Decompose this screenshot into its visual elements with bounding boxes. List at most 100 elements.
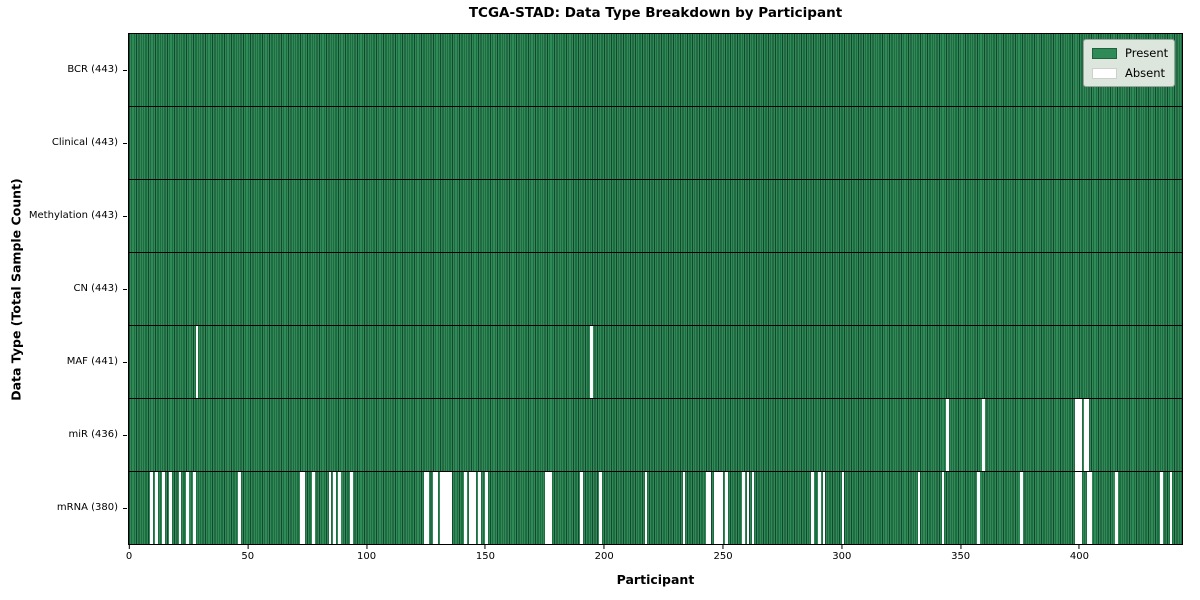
x-axis-label: Participant bbox=[616, 572, 695, 587]
x-tick-mark bbox=[603, 545, 605, 549]
absent-stripe bbox=[706, 472, 709, 544]
plot-area bbox=[128, 33, 1183, 545]
absent-stripe bbox=[311, 472, 315, 544]
absent-stripe bbox=[1115, 472, 1118, 544]
absent-stripe bbox=[818, 472, 821, 544]
absent-stripe bbox=[471, 472, 474, 544]
x-tick-mark bbox=[247, 545, 249, 549]
x-tick: 250 bbox=[713, 545, 733, 562]
absent-stripe bbox=[1088, 472, 1092, 544]
heatmap-row-methylation bbox=[129, 179, 1182, 252]
absent-stripe bbox=[751, 472, 755, 544]
x-tick-mark bbox=[960, 545, 962, 549]
chart-title: TCGA-STAD: Data Type Breakdown by Partic… bbox=[468, 5, 843, 21]
absent-stripe bbox=[982, 399, 985, 471]
absent-stripe bbox=[746, 472, 750, 544]
x-tick: 350 bbox=[951, 545, 970, 562]
heatmap-row-clinical bbox=[129, 106, 1182, 179]
x-tick-label: 150 bbox=[475, 551, 495, 562]
absent-stripe bbox=[1074, 399, 1078, 471]
absent-stripe bbox=[549, 472, 553, 544]
absent-stripe bbox=[473, 472, 477, 544]
x-tick-label: 50 bbox=[241, 551, 255, 562]
absent-stripe bbox=[708, 472, 712, 544]
heatmap-row-cn bbox=[129, 252, 1182, 325]
absent-stripe bbox=[238, 472, 241, 544]
x-tick: 150 bbox=[476, 545, 495, 562]
absent-stripe bbox=[1079, 399, 1083, 471]
absent-stripe bbox=[1079, 472, 1083, 544]
absent-stripe bbox=[426, 472, 429, 544]
absent-stripe bbox=[302, 472, 306, 544]
x-tick: 50 bbox=[241, 545, 254, 562]
legend: Present Absent bbox=[1083, 39, 1175, 87]
absent-stripe bbox=[447, 472, 450, 544]
x-tick: 0 bbox=[126, 545, 132, 562]
absent-stripe bbox=[977, 472, 980, 544]
absent-stripe bbox=[162, 472, 165, 544]
x-tick-mark bbox=[841, 545, 843, 549]
absent-stripe bbox=[333, 472, 336, 544]
x-tick-mark bbox=[484, 545, 486, 549]
absent-stripe bbox=[1160, 472, 1163, 544]
absent-stripe bbox=[941, 472, 945, 544]
absent-stripe bbox=[449, 472, 453, 544]
y-tick-mark bbox=[123, 435, 127, 437]
y-tick-mark bbox=[123, 142, 127, 144]
absent-stripe bbox=[1086, 472, 1090, 544]
x-tick: 400 bbox=[1070, 545, 1089, 562]
x-tick-label: 400 bbox=[1069, 551, 1089, 562]
absent-stripe bbox=[485, 472, 488, 544]
x-tick-label: 300 bbox=[832, 551, 852, 562]
absent-stripe bbox=[1077, 472, 1080, 544]
absent-stripe bbox=[1084, 399, 1087, 471]
absent-stripe bbox=[544, 472, 548, 544]
y-tick-label: Methylation (443) bbox=[28, 209, 118, 221]
y-tick-label: miR (436) bbox=[68, 429, 118, 441]
legend-present-label: Present bbox=[1125, 46, 1169, 60]
x-tick-mark bbox=[366, 545, 368, 549]
y-tick-label: MAF (441) bbox=[66, 356, 118, 368]
heatmap-row-mrna bbox=[129, 471, 1182, 544]
absent-stripe bbox=[810, 472, 814, 544]
absent-stripe bbox=[478, 472, 481, 544]
absent-stripe bbox=[547, 472, 550, 544]
absent-stripe bbox=[1169, 472, 1173, 544]
absent-stripe bbox=[1086, 399, 1090, 471]
absent-stripe bbox=[155, 472, 158, 544]
absent-stripe bbox=[349, 472, 353, 544]
x-tick-label: 250 bbox=[713, 551, 733, 562]
absent-stripe bbox=[169, 472, 172, 544]
heatmap-row-bcr bbox=[129, 34, 1182, 106]
x-tick-label: 200 bbox=[594, 551, 614, 562]
absent-stripe bbox=[599, 472, 603, 544]
absent-stripe bbox=[1020, 472, 1023, 544]
absent-stripe bbox=[435, 472, 439, 544]
absent-stripe bbox=[1074, 472, 1078, 544]
y-tick-mark bbox=[123, 508, 127, 510]
legend-absent-swatch bbox=[1092, 67, 1117, 79]
absent-stripe bbox=[186, 472, 189, 544]
absent-stripe bbox=[442, 472, 446, 544]
absent-stripe bbox=[445, 472, 448, 544]
x-tick: 100 bbox=[357, 545, 376, 562]
y-tick-mark bbox=[123, 289, 127, 290]
absent-stripe bbox=[580, 472, 584, 544]
x-tick: 200 bbox=[595, 545, 614, 562]
absent-stripe bbox=[195, 326, 199, 398]
x-tick-mark bbox=[722, 545, 724, 549]
absent-stripe bbox=[440, 472, 443, 544]
x-tick-label: 350 bbox=[951, 551, 971, 562]
x-tick-label: 0 bbox=[125, 551, 133, 562]
absent-stripe bbox=[725, 472, 728, 544]
absent-stripe bbox=[713, 472, 717, 544]
absent-stripe bbox=[682, 472, 686, 544]
y-tick-mark bbox=[123, 215, 127, 217]
absent-stripe bbox=[423, 472, 427, 544]
y-tick-mark bbox=[123, 362, 127, 364]
absent-stripe bbox=[300, 472, 303, 544]
y-tick-label: mRNA (380) bbox=[56, 502, 118, 514]
absent-stripe bbox=[742, 472, 745, 544]
x-tick-mark bbox=[128, 545, 130, 549]
